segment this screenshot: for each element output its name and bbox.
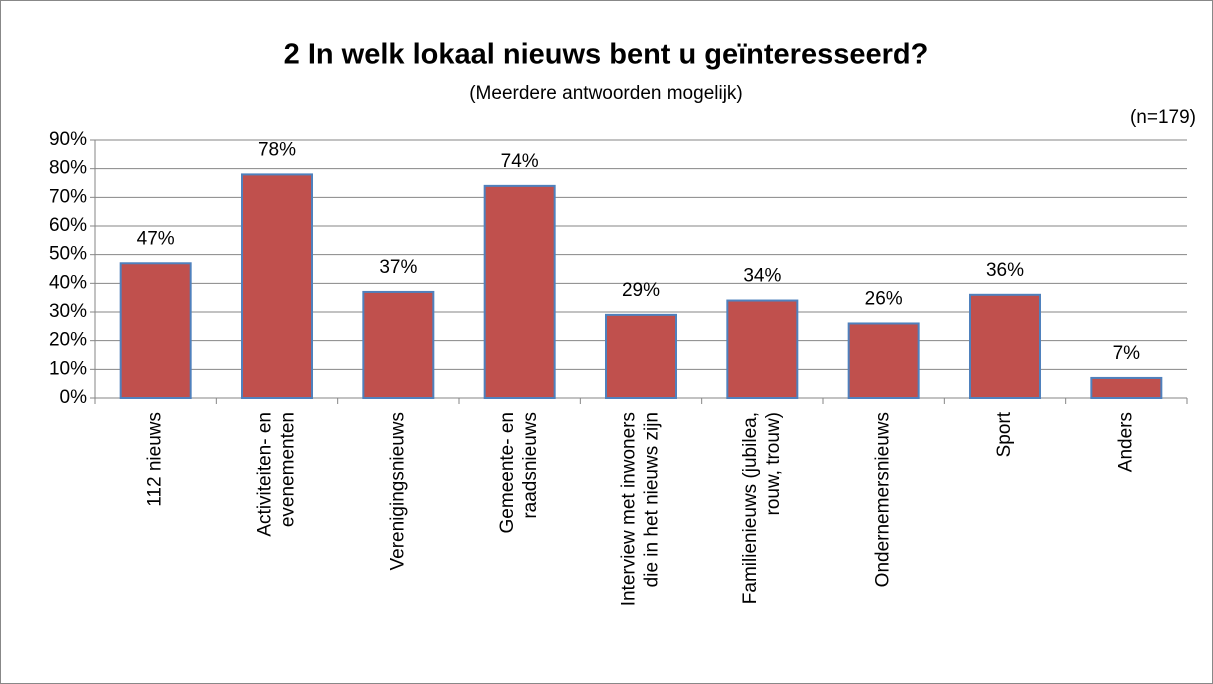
y-tick-label: 90% <box>49 129 87 150</box>
chart-title: 2 In welk lokaal nieuws bent u geïnteres… <box>284 39 929 71</box>
bar <box>1090 376 1163 399</box>
chart-subtitle: (Meerdere antwoorden mogelijk) <box>469 83 743 104</box>
x-tick-label: Familienieuws (jubilea, <box>740 412 761 604</box>
data-label: 78% <box>258 139 296 160</box>
data-label: 47% <box>137 228 175 249</box>
annotation: (n=179) <box>1130 107 1196 128</box>
data-label: 34% <box>743 266 781 287</box>
x-tick-label: evenementen <box>278 412 299 527</box>
x-tick-label: Anders <box>1115 412 1136 472</box>
y-tick-label: 60% <box>49 215 87 236</box>
y-tick-label: 40% <box>49 272 87 293</box>
x-tick-label: raadsnieuws <box>520 412 541 519</box>
data-label: 7% <box>1113 343 1141 364</box>
bar <box>847 322 920 400</box>
data-label: 37% <box>379 257 417 278</box>
x-tick-label: Ondernemersnieuws <box>873 412 894 587</box>
bar <box>605 313 677 399</box>
bar <box>362 290 435 399</box>
y-tick-label: 30% <box>49 301 87 322</box>
y-tick-label: 10% <box>49 358 87 379</box>
x-tick-label: Gemeente- en <box>497 412 518 533</box>
y-tick-label: 20% <box>49 330 87 351</box>
data-label: 26% <box>865 288 903 309</box>
x-tick-label: Activiteiten- en <box>255 412 276 537</box>
bar <box>483 184 556 399</box>
x-tick-label: Sport <box>994 411 1015 457</box>
x-tick-label: Verenigingsnieuws <box>387 412 408 570</box>
data-label: 74% <box>501 151 539 172</box>
x-tick-label: die in het nieuws zijn <box>642 412 663 587</box>
x-tick-label: 112 nieuws <box>145 412 166 507</box>
y-tick-label: 80% <box>49 158 87 179</box>
y-tick-label: 50% <box>49 244 87 265</box>
data-label: 29% <box>622 280 660 301</box>
bar <box>241 173 313 399</box>
data-label: 36% <box>986 260 1024 281</box>
x-tick-label: Interview met inwoners <box>619 412 640 606</box>
y-tick-label: 70% <box>49 186 87 207</box>
bar <box>726 299 799 399</box>
y-tick-label: 0% <box>60 387 88 408</box>
bar <box>969 293 1041 399</box>
bar <box>119 262 192 399</box>
x-tick-label: rouw, trouw) <box>763 412 784 515</box>
